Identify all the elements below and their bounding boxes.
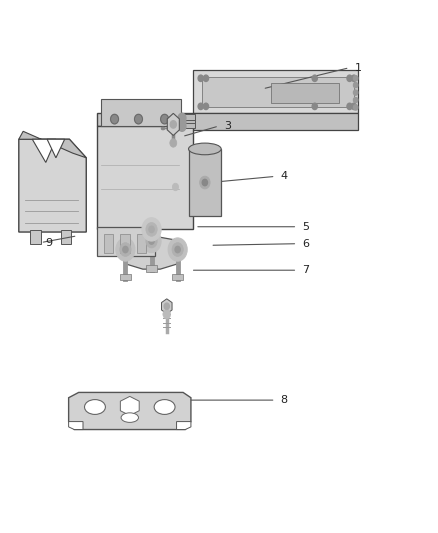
- Polygon shape: [177, 422, 191, 430]
- Text: 8: 8: [281, 395, 288, 405]
- Polygon shape: [193, 70, 358, 113]
- Circle shape: [116, 238, 135, 261]
- Polygon shape: [173, 114, 195, 120]
- Ellipse shape: [85, 400, 106, 415]
- Polygon shape: [19, 131, 86, 158]
- Ellipse shape: [154, 400, 175, 415]
- Circle shape: [164, 303, 170, 310]
- Circle shape: [353, 76, 358, 81]
- Circle shape: [170, 139, 177, 147]
- Circle shape: [347, 75, 352, 82]
- FancyBboxPatch shape: [97, 126, 193, 229]
- Polygon shape: [69, 422, 83, 430]
- Polygon shape: [32, 139, 56, 163]
- Circle shape: [146, 222, 157, 236]
- Circle shape: [351, 75, 357, 82]
- Circle shape: [353, 105, 358, 110]
- Circle shape: [163, 310, 171, 319]
- Polygon shape: [173, 117, 195, 123]
- FancyBboxPatch shape: [97, 227, 155, 256]
- FancyBboxPatch shape: [146, 265, 157, 272]
- Circle shape: [203, 75, 208, 82]
- Polygon shape: [119, 236, 184, 269]
- FancyBboxPatch shape: [120, 233, 130, 253]
- Text: 9: 9: [46, 238, 53, 248]
- Circle shape: [203, 103, 208, 110]
- Text: 4: 4: [281, 172, 288, 181]
- Polygon shape: [162, 299, 172, 314]
- Polygon shape: [201, 77, 354, 108]
- Circle shape: [178, 114, 186, 123]
- Polygon shape: [97, 113, 193, 126]
- Ellipse shape: [188, 143, 221, 155]
- FancyBboxPatch shape: [104, 233, 113, 253]
- Circle shape: [347, 103, 352, 110]
- Text: 6: 6: [303, 239, 310, 249]
- Circle shape: [198, 75, 203, 82]
- Circle shape: [120, 243, 131, 256]
- Circle shape: [142, 217, 161, 241]
- Circle shape: [351, 103, 357, 110]
- Polygon shape: [47, 139, 65, 158]
- Circle shape: [170, 120, 177, 128]
- Text: 7: 7: [303, 265, 310, 275]
- Circle shape: [312, 75, 318, 82]
- Circle shape: [172, 243, 184, 256]
- Circle shape: [353, 83, 358, 88]
- FancyBboxPatch shape: [188, 149, 221, 216]
- Circle shape: [123, 246, 128, 253]
- FancyBboxPatch shape: [30, 230, 41, 244]
- Text: 5: 5: [303, 222, 310, 232]
- Circle shape: [161, 114, 169, 124]
- Circle shape: [202, 179, 208, 185]
- Circle shape: [149, 238, 154, 244]
- FancyBboxPatch shape: [61, 230, 71, 244]
- Polygon shape: [167, 114, 179, 135]
- Text: 3: 3: [224, 121, 231, 131]
- Polygon shape: [69, 392, 191, 430]
- Text: 1: 1: [355, 63, 362, 72]
- FancyBboxPatch shape: [102, 100, 181, 126]
- Circle shape: [175, 246, 180, 253]
- FancyBboxPatch shape: [137, 233, 146, 253]
- Polygon shape: [193, 113, 358, 130]
- Circle shape: [149, 226, 154, 232]
- FancyBboxPatch shape: [271, 83, 339, 103]
- FancyBboxPatch shape: [173, 274, 183, 280]
- Circle shape: [111, 114, 118, 124]
- Circle shape: [200, 176, 210, 189]
- Polygon shape: [173, 121, 195, 127]
- FancyBboxPatch shape: [120, 274, 131, 280]
- Ellipse shape: [121, 413, 138, 422]
- Circle shape: [353, 98, 358, 103]
- Circle shape: [178, 117, 186, 127]
- Circle shape: [173, 183, 179, 191]
- Circle shape: [134, 114, 142, 124]
- Polygon shape: [120, 397, 139, 416]
- Polygon shape: [19, 139, 86, 232]
- Circle shape: [168, 238, 187, 261]
- Circle shape: [146, 234, 157, 248]
- Circle shape: [178, 122, 186, 131]
- Circle shape: [312, 103, 318, 110]
- Circle shape: [353, 90, 358, 95]
- Circle shape: [198, 103, 203, 110]
- Circle shape: [142, 229, 161, 253]
